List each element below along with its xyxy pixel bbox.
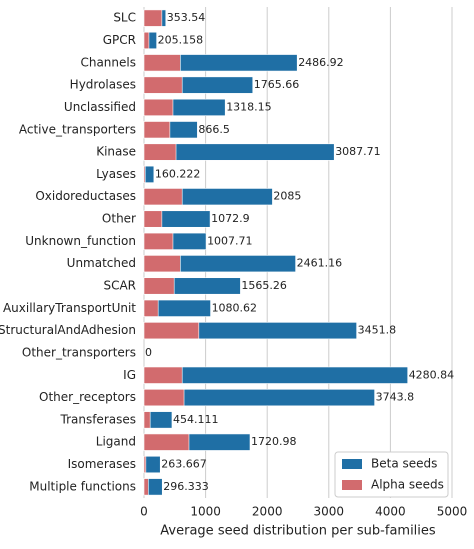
y-tick-label: Channels: [80, 55, 136, 69]
bar: [143, 277, 175, 295]
bar: [143, 143, 177, 161]
bar: [143, 76, 183, 94]
value-label: 0: [145, 346, 152, 359]
value-label: 353.54: [167, 11, 206, 24]
y-tick-label: Multiple functions: [29, 479, 136, 493]
x-tick-label: 5000: [437, 505, 468, 519]
y-tick-label: Lyases: [96, 167, 136, 181]
y-tick-label: Oxidoreductases: [35, 189, 136, 203]
bar: [143, 455, 147, 474]
bar: [143, 31, 150, 50]
legend-swatch: [342, 459, 362, 469]
bar: [143, 232, 174, 250]
bar: [143, 389, 185, 407]
bar: [143, 210, 163, 228]
value-label: 1072.9: [211, 212, 250, 225]
value-label: 866.5: [198, 123, 230, 136]
y-tick-label: IG: [123, 368, 136, 382]
bar: [143, 433, 190, 451]
bar: [143, 322, 200, 340]
value-label: 1565.26: [241, 279, 287, 292]
bar: [143, 366, 408, 384]
bar: [143, 165, 146, 183]
bar: [143, 411, 151, 429]
bar: [143, 255, 181, 273]
bar: [143, 98, 174, 116]
bar: [143, 188, 183, 206]
y-tick-label: Ligand: [96, 435, 136, 449]
bar: [143, 121, 171, 139]
value-label: 296.333: [163, 480, 209, 493]
value-label: 454.111: [173, 413, 219, 426]
value-label: 3087.71: [335, 145, 381, 158]
bar: [143, 366, 183, 384]
bar: [143, 299, 159, 317]
y-tick-label: Kinase: [96, 145, 136, 159]
x-tick-label: 3000: [314, 505, 345, 519]
value-label: 3743.8: [376, 391, 415, 404]
value-label: 160.222: [155, 167, 201, 180]
value-label: 3451.8: [358, 324, 397, 337]
y-tick-label: AuxillaryTransportUnit: [3, 301, 136, 315]
x-tick-label: 2000: [252, 505, 283, 519]
value-label: 1720.98: [251, 435, 297, 448]
y-tick-label: Other_transporters: [22, 345, 136, 359]
x-tick-label: 1000: [190, 505, 221, 519]
value-label: 263.667: [161, 458, 207, 471]
value-label: 4280.84: [409, 368, 455, 381]
value-label: 1080.62: [212, 301, 258, 314]
value-label: 2461.16: [297, 257, 343, 270]
y-tick-label: Unclassified: [64, 100, 136, 114]
y-tick-label: Isomerases: [68, 457, 136, 471]
x-tick-label: 0: [140, 505, 148, 519]
y-tick-label: Other: [102, 212, 136, 226]
y-tick-label: GPCR: [103, 33, 136, 47]
legend-label: Beta seeds: [371, 457, 437, 471]
x-axis-label: Average seed distribution per sub-famili…: [160, 524, 436, 539]
y-tick-label: StructuralAndAdhesion: [0, 323, 136, 337]
x-tick-label: 4000: [375, 505, 406, 519]
value-label: 1318.15: [226, 100, 272, 113]
value-label: 2486.92: [298, 56, 344, 69]
y-tick-label: SCAR: [103, 278, 136, 292]
bar: [143, 455, 161, 474]
y-tick-label: Unknown_function: [25, 234, 136, 248]
y-tick-label: Other_receptors: [39, 390, 136, 404]
y-tick-label: Hydrolases: [70, 78, 136, 92]
value-label: 2085: [273, 190, 301, 203]
legend-label: Alpha seeds: [371, 478, 444, 492]
value-label: 205.158: [158, 33, 204, 46]
y-tick-label: SLC: [113, 11, 136, 25]
legend-box: [334, 451, 449, 498]
y-tick-label: Unmatched: [67, 256, 136, 270]
bar: [143, 478, 149, 496]
legend-swatch: [342, 480, 362, 490]
value-label: 1007.71: [207, 234, 253, 247]
bar: [143, 54, 181, 72]
value-label: 1765.66: [254, 78, 300, 91]
bar: [143, 9, 163, 27]
y-tick-label: Active_transporters: [19, 122, 136, 136]
y-tick-label: Transferases: [60, 412, 137, 426]
